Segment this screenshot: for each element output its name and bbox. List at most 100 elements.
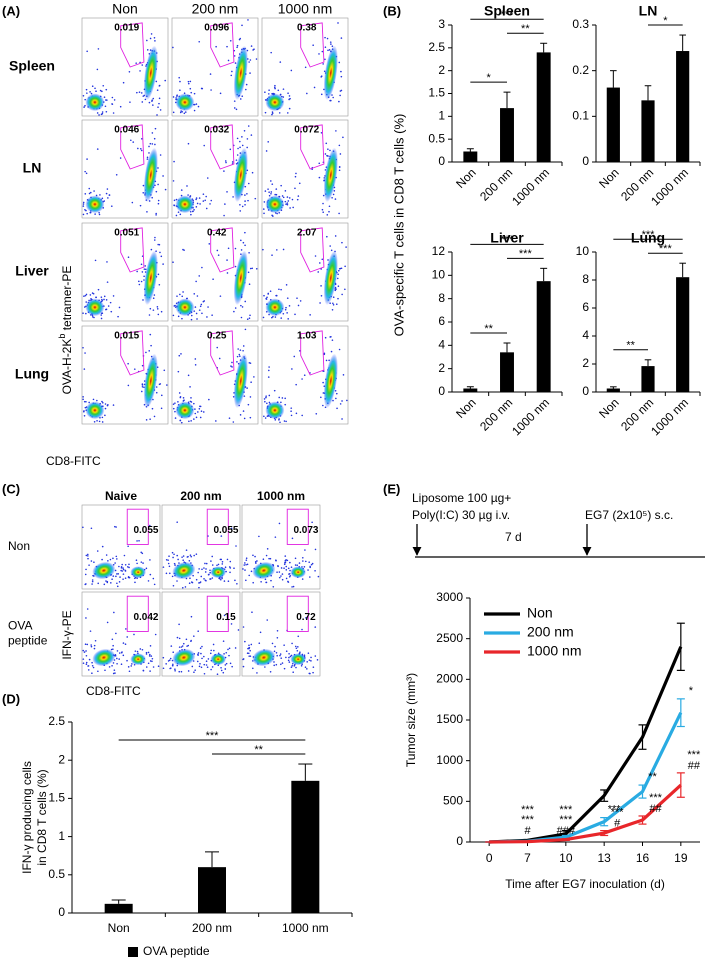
event-dot xyxy=(90,645,93,648)
event-dot xyxy=(83,400,86,403)
event-dot xyxy=(328,205,331,208)
event-dot xyxy=(229,571,231,574)
gate xyxy=(120,22,145,68)
event-dot xyxy=(320,93,323,96)
event-dot xyxy=(251,611,253,614)
event-dot xyxy=(308,659,311,661)
event-dot xyxy=(125,628,127,630)
event-dot xyxy=(160,394,163,397)
event-dot xyxy=(201,87,204,90)
event-dot xyxy=(263,415,265,418)
event-dot xyxy=(251,171,254,174)
event-dot xyxy=(278,571,281,573)
event-dot xyxy=(342,136,344,139)
panel-label: (B) xyxy=(383,3,401,18)
event-dot xyxy=(300,664,303,667)
event-dot xyxy=(284,560,286,562)
event-dot xyxy=(168,565,171,568)
event-dot xyxy=(87,669,90,671)
event-dot xyxy=(82,205,85,207)
event-dot xyxy=(153,239,156,241)
event-dot xyxy=(304,666,307,669)
event-dot xyxy=(153,415,156,418)
event-dot xyxy=(187,194,189,196)
chart-title: LN xyxy=(639,3,658,19)
event-dot xyxy=(105,110,108,113)
event-dot xyxy=(288,656,290,659)
event-dot xyxy=(219,92,222,95)
event-dot xyxy=(337,273,339,276)
event-dot xyxy=(85,209,87,212)
event-dot xyxy=(105,192,108,195)
event-dot xyxy=(93,644,96,647)
event-dot xyxy=(112,404,115,406)
event-dot xyxy=(291,642,293,645)
event-dot xyxy=(180,110,182,112)
event-dot xyxy=(191,581,194,584)
event-dot xyxy=(286,112,289,114)
event-dot xyxy=(93,561,95,564)
event-dot xyxy=(188,559,191,562)
event-dot xyxy=(149,559,151,561)
event-dot xyxy=(299,350,301,352)
event-dot xyxy=(182,555,185,557)
significance-label: # xyxy=(614,818,621,830)
event-dot xyxy=(109,558,112,561)
event-dot xyxy=(85,172,88,175)
event-dot xyxy=(248,655,251,657)
significance-label: *** xyxy=(206,730,220,742)
legend-label: Non xyxy=(527,605,553,621)
event-dot xyxy=(224,664,227,666)
event-dot xyxy=(284,561,287,564)
density-region xyxy=(143,147,158,203)
event-dot xyxy=(152,577,155,580)
event-dot xyxy=(217,563,220,566)
event-dot xyxy=(122,654,125,657)
event-dot xyxy=(112,112,115,114)
event-dot xyxy=(138,280,140,283)
event-dot xyxy=(226,558,229,561)
event-dot xyxy=(263,294,265,297)
event-dot xyxy=(248,317,251,319)
event-dot xyxy=(268,401,271,404)
x-tick-label: Non xyxy=(108,921,130,935)
event-dot xyxy=(269,670,272,673)
event-dot xyxy=(154,143,156,146)
x-tick-label: 1000 nm xyxy=(509,395,552,438)
event-dot xyxy=(195,197,198,199)
event-dot xyxy=(250,570,253,573)
event-dot xyxy=(82,649,85,652)
panel-label: (D) xyxy=(2,691,20,706)
event-dot xyxy=(234,307,237,309)
event-dot xyxy=(294,175,297,178)
event-dot xyxy=(108,666,111,668)
event-dot xyxy=(86,553,89,556)
event-dot xyxy=(110,310,113,313)
event-dot xyxy=(164,79,167,82)
event-dot xyxy=(308,672,311,675)
event-dot xyxy=(280,317,283,319)
event-dot xyxy=(282,248,285,251)
chart-title: Lung xyxy=(631,230,665,246)
event-dot xyxy=(106,188,109,190)
event-dot xyxy=(91,583,93,585)
event-dot xyxy=(141,383,144,385)
event-dot xyxy=(248,647,250,650)
event-dot xyxy=(336,407,338,410)
event-dot xyxy=(215,45,217,48)
event-dot xyxy=(335,288,337,290)
event-dot xyxy=(297,304,300,307)
event-dot xyxy=(89,191,92,194)
significance-label: *** xyxy=(501,9,515,21)
event-dot xyxy=(314,655,317,657)
event-dot xyxy=(151,657,154,660)
event-dot xyxy=(82,526,84,529)
event-dot xyxy=(178,623,180,626)
event-dot xyxy=(140,92,143,94)
column-header: 1000 nm xyxy=(257,489,305,503)
event-dot xyxy=(327,148,329,150)
event-dot xyxy=(172,96,175,98)
event-dot xyxy=(206,177,209,179)
column-header: Naive xyxy=(105,489,137,503)
event-dot xyxy=(241,144,244,147)
